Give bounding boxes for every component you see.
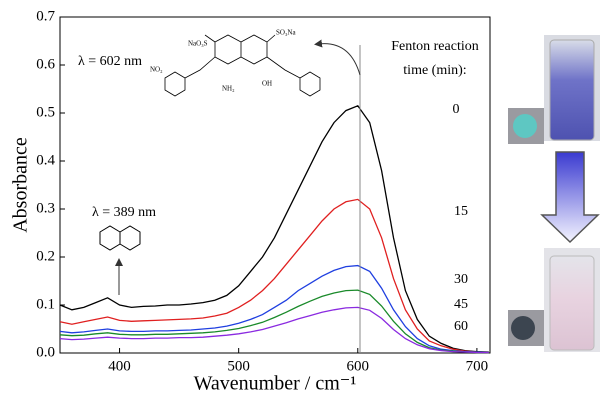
series-line (59, 306, 489, 354)
plot-frame (59, 16, 491, 354)
annotation: SO₃Na (276, 29, 296, 37)
annotation: NaO₃S (188, 40, 208, 48)
series-label: 60 (454, 319, 468, 334)
process-arrow (540, 151, 600, 244)
naphthalene (99, 225, 141, 251)
y-tick-label: 0.3 (36, 200, 55, 216)
y-tick-label: 0.1 (36, 296, 55, 312)
photo-after (508, 248, 600, 352)
series-line (59, 289, 489, 354)
x-tick-label: 600 (347, 358, 370, 374)
series-label: 15 (454, 204, 468, 219)
legend-title: time (min): (403, 63, 466, 78)
series-label: 45 (454, 297, 468, 312)
y-tick-label: 0.0 (36, 344, 55, 360)
series-line (59, 105, 489, 353)
series-label: 0 (453, 102, 460, 117)
y-tick-label: 0.2 (36, 248, 55, 264)
series-label: 30 (454, 272, 468, 287)
y-tick-label: 0.6 (36, 56, 55, 72)
annotation: NH₂ (222, 85, 235, 93)
x-tick-label: 700 (466, 358, 489, 374)
series-line (59, 198, 489, 354)
photo-before (508, 35, 600, 144)
series-line (59, 264, 489, 354)
y-tick-label: 0.5 (36, 104, 55, 120)
y-axis-label: Absorbance (10, 137, 32, 233)
dye-structure (164, 34, 321, 97)
x-tick-label: 500 (227, 358, 250, 374)
annotation: NO₂ (150, 66, 163, 74)
legend-title: Fenton reaction (391, 39, 478, 54)
annotation: λ = 389 nm (92, 205, 156, 220)
y-tick-label: 0.4 (36, 152, 55, 168)
x-tick-label: 400 (108, 358, 131, 374)
x-axis-label: Wavenumber / cm⁻¹ (194, 373, 357, 395)
peak-arrow (314, 39, 361, 76)
annotation: OH (262, 80, 272, 88)
annotation: λ = 602 nm (78, 54, 142, 69)
y-tick-label: 0.7 (36, 8, 55, 24)
